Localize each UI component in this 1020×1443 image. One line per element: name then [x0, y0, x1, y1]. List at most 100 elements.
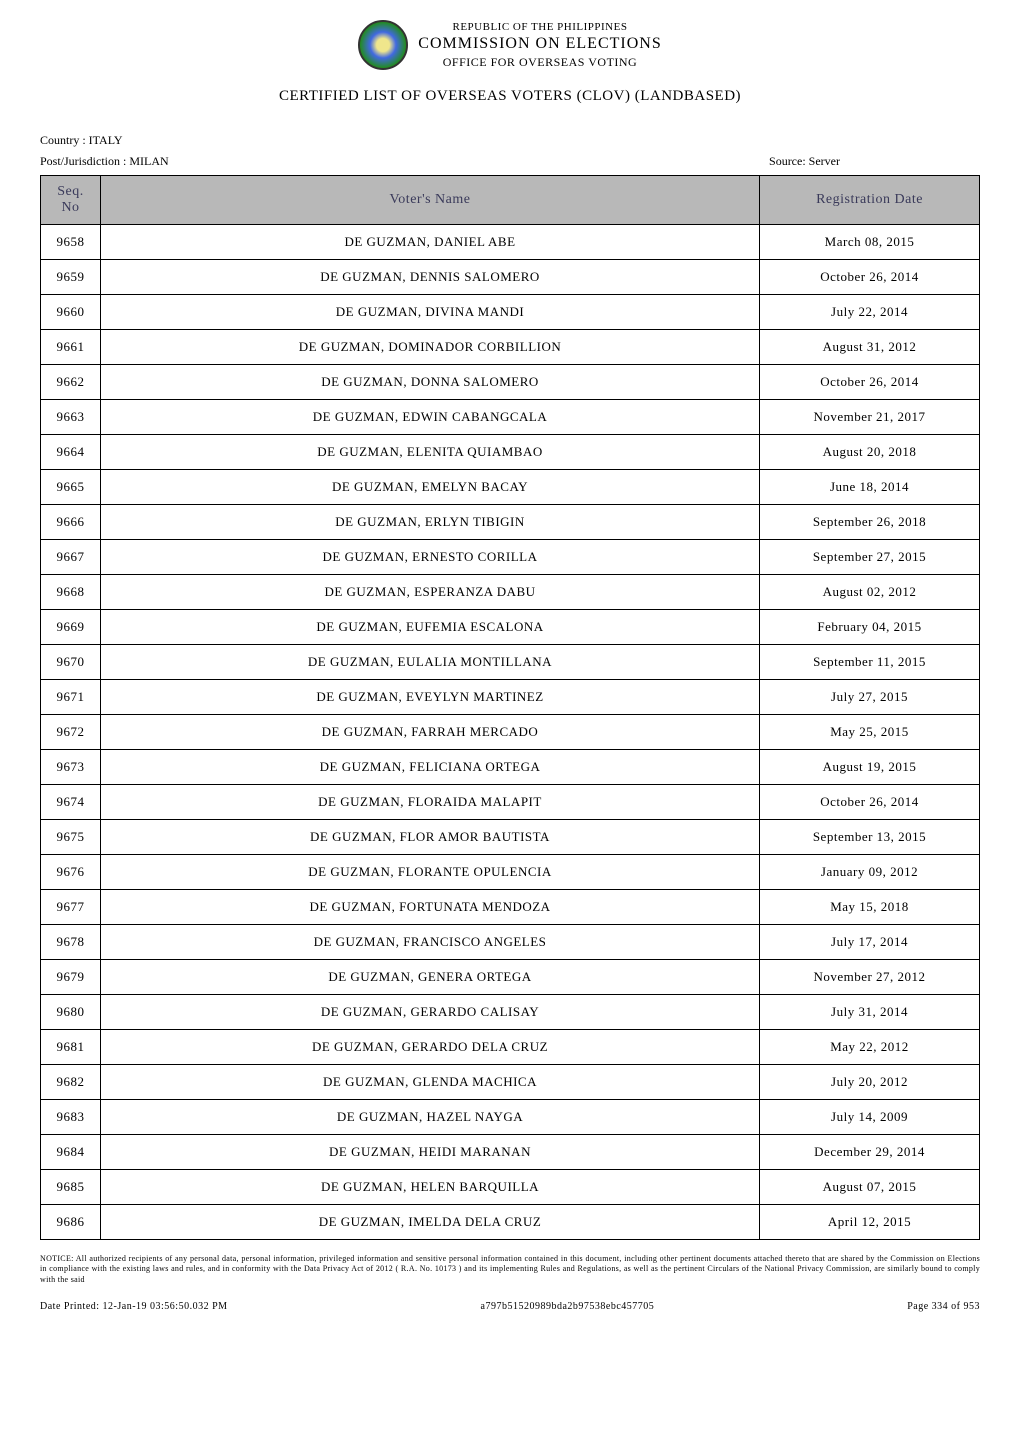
- header-seq: Seq. No: [41, 176, 101, 225]
- table-row: 9675DE GUZMAN, FLOR AMOR BAUTISTASeptemb…: [41, 820, 980, 855]
- date-cell: November 21, 2017: [760, 400, 980, 435]
- name-cell: DE GUZMAN, ERNESTO CORILLA: [101, 540, 760, 575]
- date-cell: October 26, 2014: [760, 785, 980, 820]
- seq-cell: 9684: [41, 1135, 101, 1170]
- seq-cell: 9668: [41, 575, 101, 610]
- seq-cell: 9661: [41, 330, 101, 365]
- name-cell: DE GUZMAN, FORTUNATA MENDOZA: [101, 890, 760, 925]
- name-cell: DE GUZMAN, HELEN BARQUILLA: [101, 1170, 760, 1205]
- date-cell: July 31, 2014: [760, 995, 980, 1030]
- table-row: 9677DE GUZMAN, FORTUNATA MENDOZAMay 15, …: [41, 890, 980, 925]
- name-cell: DE GUZMAN, GERARDO CALISAY: [101, 995, 760, 1030]
- seq-cell: 9660: [41, 295, 101, 330]
- country-meta: Country : ITALY: [40, 133, 123, 148]
- name-cell: DE GUZMAN, DENNIS SALOMERO: [101, 260, 760, 295]
- name-cell: DE GUZMAN, EDWIN CABANGCALA: [101, 400, 760, 435]
- table-body: 9658DE GUZMAN, DANIEL ABEMarch 08, 2015 9…: [41, 225, 980, 1240]
- footer-hash: a797b51520989bda2b97538ebc457705: [481, 1301, 655, 1312]
- date-cell: November 27, 2012: [760, 960, 980, 995]
- commission-line: COMMISSION ON ELECTIONS: [418, 35, 661, 53]
- name-cell: DE GUZMAN, EULALIA MONTILLANA: [101, 645, 760, 680]
- date-cell: October 26, 2014: [760, 260, 980, 295]
- table-row: 9682DE GUZMAN, GLENDA MACHICAJuly 20, 20…: [41, 1065, 980, 1100]
- seq-cell: 9658: [41, 225, 101, 260]
- source-value: Server: [809, 154, 840, 168]
- date-cell: July 22, 2014: [760, 295, 980, 330]
- meta-row-1: Country : ITALY: [40, 133, 980, 148]
- date-cell: August 07, 2015: [760, 1170, 980, 1205]
- table-row: 9661DE GUZMAN, DOMINADOR CORBILLIONAugus…: [41, 330, 980, 365]
- table-row: 9679DE GUZMAN, GENERA ORTEGANovember 27,…: [41, 960, 980, 995]
- seq-cell: 9666: [41, 505, 101, 540]
- seq-cell: 9662: [41, 365, 101, 400]
- date-cell: December 29, 2014: [760, 1135, 980, 1170]
- post-value: MILAN: [129, 154, 168, 168]
- seq-cell: 9669: [41, 610, 101, 645]
- name-cell: DE GUZMAN, EVEYLYN MARTINEZ: [101, 680, 760, 715]
- table-row: 9670DE GUZMAN, EULALIA MONTILLANASeptemb…: [41, 645, 980, 680]
- post-label: Post/Jurisdiction :: [40, 154, 129, 168]
- name-cell: DE GUZMAN, DANIEL ABE: [101, 225, 760, 260]
- post-meta: Post/Jurisdiction : MILAN: [40, 154, 169, 169]
- date-cell: August 19, 2015: [760, 750, 980, 785]
- seq-cell: 9678: [41, 925, 101, 960]
- header-name: Voter's Name: [101, 176, 760, 225]
- seq-cell: 9677: [41, 890, 101, 925]
- seq-cell: 9667: [41, 540, 101, 575]
- seq-cell: 9665: [41, 470, 101, 505]
- name-cell: DE GUZMAN, EMELYN BACAY: [101, 470, 760, 505]
- header-date: Registration Date: [760, 176, 980, 225]
- name-cell: DE GUZMAN, FLORANTE OPULENCIA: [101, 855, 760, 890]
- name-cell: DE GUZMAN, FELICIANA ORTEGA: [101, 750, 760, 785]
- footer-page: Page 334 of 953: [907, 1301, 980, 1312]
- name-cell: DE GUZMAN, ELENITA QUIAMBAO: [101, 435, 760, 470]
- date-cell: July 17, 2014: [760, 925, 980, 960]
- date-cell: September 27, 2015: [760, 540, 980, 575]
- header-row: Seq. No Voter's Name Registration Date: [41, 176, 980, 225]
- table-row: 9678DE GUZMAN, FRANCISCO ANGELESJuly 17,…: [41, 925, 980, 960]
- date-cell: October 26, 2014: [760, 365, 980, 400]
- seq-cell: 9675: [41, 820, 101, 855]
- seq-cell: 9681: [41, 1030, 101, 1065]
- name-cell: DE GUZMAN, ERLYN TIBIGIN: [101, 505, 760, 540]
- notice-text: NOTICE: All authorized recipients of any…: [40, 1254, 980, 1285]
- name-cell: DE GUZMAN, GERARDO DELA CRUZ: [101, 1030, 760, 1065]
- seq-cell: 9679: [41, 960, 101, 995]
- seq-cell: 9682: [41, 1065, 101, 1100]
- date-cell: March 08, 2015: [760, 225, 980, 260]
- date-cell: September 26, 2018: [760, 505, 980, 540]
- meta-row-2: Post/Jurisdiction : MILAN Source: Server: [40, 154, 980, 169]
- table-row: 9673DE GUZMAN, FELICIANA ORTEGAAugust 19…: [41, 750, 980, 785]
- name-cell: DE GUZMAN, FLOR AMOR BAUTISTA: [101, 820, 760, 855]
- table-row: 9683DE GUZMAN, HAZEL NAYGAJuly 14, 2009: [41, 1100, 980, 1135]
- name-cell: DE GUZMAN, ESPERANZA DABU: [101, 575, 760, 610]
- seq-cell: 9671: [41, 680, 101, 715]
- table-row: 9686DE GUZMAN, IMELDA DELA CRUZApril 12,…: [41, 1205, 980, 1240]
- name-cell: DE GUZMAN, HAZEL NAYGA: [101, 1100, 760, 1135]
- seq-cell: 9670: [41, 645, 101, 680]
- seq-cell: 9672: [41, 715, 101, 750]
- seq-cell: 9683: [41, 1100, 101, 1135]
- name-cell: DE GUZMAN, GLENDA MACHICA: [101, 1065, 760, 1100]
- table-row: 9663DE GUZMAN, EDWIN CABANGCALANovember …: [41, 400, 980, 435]
- date-cell: August 02, 2012: [760, 575, 980, 610]
- name-cell: DE GUZMAN, HEIDI MARANAN: [101, 1135, 760, 1170]
- name-cell: DE GUZMAN, GENERA ORTEGA: [101, 960, 760, 995]
- table-row: 9674DE GUZMAN, FLORAIDA MALAPITOctober 2…: [41, 785, 980, 820]
- seq-cell: 9676: [41, 855, 101, 890]
- name-cell: DE GUZMAN, EUFEMIA ESCALONA: [101, 610, 760, 645]
- country-label: Country :: [40, 133, 89, 147]
- table-row: 9660DE GUZMAN, DIVINA MANDIJuly 22, 2014: [41, 295, 980, 330]
- table-row: 9676DE GUZMAN, FLORANTE OPULENCIAJanuary…: [41, 855, 980, 890]
- date-cell: September 11, 2015: [760, 645, 980, 680]
- table-row: 9685DE GUZMAN, HELEN BARQUILLAAugust 07,…: [41, 1170, 980, 1205]
- table-row: 9672DE GUZMAN, FARRAH MERCADOMay 25, 201…: [41, 715, 980, 750]
- seq-cell: 9659: [41, 260, 101, 295]
- date-cell: July 14, 2009: [760, 1100, 980, 1135]
- seq-cell: 9686: [41, 1205, 101, 1240]
- table-row: 9666DE GUZMAN, ERLYN TIBIGINSeptember 26…: [41, 505, 980, 540]
- date-cell: April 12, 2015: [760, 1205, 980, 1240]
- logo-row: REPUBLIC OF THE PHILIPPINES COMMISSION O…: [40, 20, 980, 70]
- date-cell: July 27, 2015: [760, 680, 980, 715]
- seq-cell: 9663: [41, 400, 101, 435]
